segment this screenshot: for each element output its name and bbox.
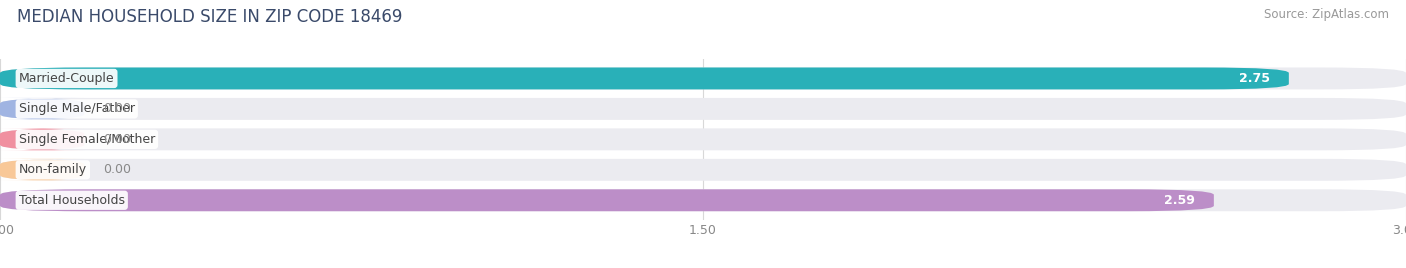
FancyBboxPatch shape bbox=[0, 68, 1406, 90]
Text: 0.00: 0.00 bbox=[103, 133, 131, 146]
Text: MEDIAN HOUSEHOLD SIZE IN ZIP CODE 18469: MEDIAN HOUSEHOLD SIZE IN ZIP CODE 18469 bbox=[17, 8, 402, 26]
Text: 0.00: 0.00 bbox=[103, 163, 131, 176]
Text: Married-Couple: Married-Couple bbox=[18, 72, 114, 85]
Text: Total Households: Total Households bbox=[18, 194, 125, 207]
FancyBboxPatch shape bbox=[0, 98, 84, 120]
FancyBboxPatch shape bbox=[0, 68, 1289, 90]
FancyBboxPatch shape bbox=[0, 128, 1406, 150]
FancyBboxPatch shape bbox=[0, 159, 84, 181]
Text: Non-family: Non-family bbox=[18, 163, 87, 176]
Text: Single Female/Mother: Single Female/Mother bbox=[18, 133, 155, 146]
FancyBboxPatch shape bbox=[0, 189, 1213, 211]
Text: Source: ZipAtlas.com: Source: ZipAtlas.com bbox=[1264, 8, 1389, 21]
FancyBboxPatch shape bbox=[0, 98, 1406, 120]
FancyBboxPatch shape bbox=[0, 159, 1406, 181]
FancyBboxPatch shape bbox=[0, 189, 1406, 211]
FancyBboxPatch shape bbox=[0, 128, 84, 150]
Text: 2.75: 2.75 bbox=[1239, 72, 1270, 85]
Text: 0.00: 0.00 bbox=[103, 102, 131, 116]
Text: Single Male/Father: Single Male/Father bbox=[18, 102, 135, 116]
Text: 2.59: 2.59 bbox=[1164, 194, 1195, 207]
